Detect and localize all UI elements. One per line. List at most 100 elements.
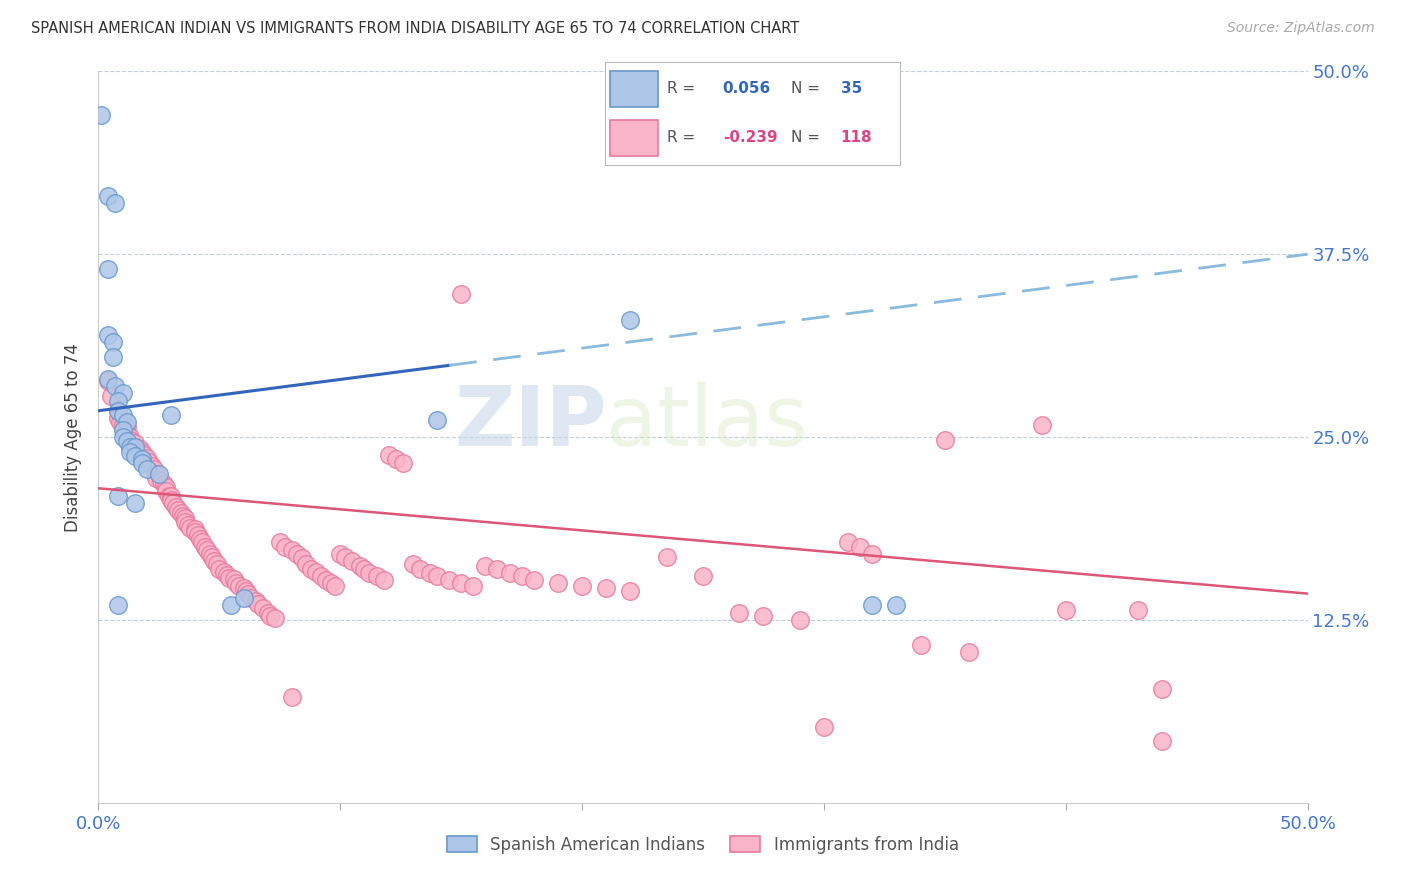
Point [837,535,859,549]
Point [910,638,932,652]
Point [215,567,238,582]
Point [97,371,120,385]
Point [198,547,221,561]
Point [205,558,228,572]
Point [174,515,197,529]
Point [135,450,157,465]
Point [486,562,509,576]
Point [299,562,322,576]
Point [184,525,207,540]
Point [1054,603,1077,617]
Point [789,613,811,627]
Point [124,496,146,510]
Point [145,467,167,481]
Point [179,521,201,535]
Point [155,484,177,499]
Point [1031,418,1053,433]
Point [107,403,129,417]
Text: N =: N = [790,130,820,145]
Point [117,434,139,449]
Point [157,489,180,503]
Point [523,574,546,588]
Point [353,562,375,576]
Point [221,599,243,613]
Point [97,188,120,202]
Point [101,334,124,349]
Point [264,611,287,625]
Point [124,436,146,450]
Text: atlas: atlas [606,382,808,463]
Point [752,608,775,623]
Point [315,574,337,588]
Point [97,261,120,276]
Point [143,462,166,476]
Point [90,108,112,122]
Point [437,574,460,588]
Point [107,411,129,425]
Point [886,599,908,613]
Point [426,569,449,583]
Point [309,569,332,583]
Point [728,606,751,620]
Point [934,433,956,447]
Point [118,440,141,454]
Point [111,418,134,433]
Point [160,408,183,422]
Point [273,540,295,554]
Point [187,528,209,542]
Point [849,540,872,554]
Point [319,576,342,591]
Point [218,570,240,584]
Point [450,286,472,301]
Point [177,517,200,532]
Text: N =: N = [790,81,820,96]
Point [402,558,425,572]
Legend: Spanish American Indians, Immigrants from India: Spanish American Indians, Immigrants fro… [440,829,966,860]
Point [333,549,356,564]
Point [359,566,381,581]
Point [247,597,270,611]
Point [225,576,247,591]
Point [167,503,190,517]
Point [419,566,441,581]
Point [107,403,129,417]
FancyBboxPatch shape [610,120,658,156]
Point [111,408,134,422]
Text: 118: 118 [841,130,872,145]
Point [305,565,328,579]
Point [138,455,160,469]
Point [201,549,224,564]
Point [148,467,170,481]
Point [366,569,388,583]
Point [474,558,496,573]
Point [692,569,714,583]
Point [195,542,218,557]
Text: ZIP: ZIP [454,382,606,463]
Point [134,448,156,462]
Point [426,412,449,426]
Point [860,599,883,613]
Point [104,196,127,211]
Point [184,522,207,536]
Point [269,535,291,549]
Point [100,389,122,403]
Point [169,506,191,520]
Point [117,416,139,430]
Point [860,547,883,561]
Y-axis label: Disability Age 65 to 74: Disability Age 65 to 74 [65,343,83,532]
Text: 35: 35 [841,81,862,96]
Point [281,690,304,705]
Point [285,547,308,561]
Point [238,586,260,600]
Point [235,583,257,598]
Point [373,574,395,588]
Point [259,608,281,623]
Point [160,489,183,503]
Point [172,509,194,524]
Point [97,375,120,389]
Point [498,566,520,581]
Point [655,549,678,564]
Text: R =: R = [666,130,695,145]
Point [342,554,364,568]
Point [124,440,146,454]
